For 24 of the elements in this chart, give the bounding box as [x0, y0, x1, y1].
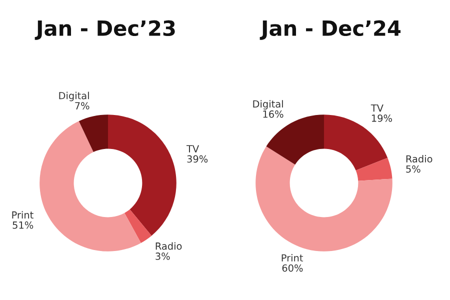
data-label: 51% — [12, 221, 34, 229]
slice-label: TV — [370, 104, 384, 112]
data-label: 5% — [406, 165, 420, 173]
data-label: 3% — [156, 252, 170, 260]
slice-label: Digital — [59, 92, 89, 102]
slice-label: Print — [12, 211, 34, 218]
data-label: 39% — [187, 155, 208, 163]
data-label: 7% — [75, 102, 90, 110]
donut-slice — [78, 114, 108, 152]
slice-label: Print — [282, 254, 304, 262]
slice-label: TV — [186, 145, 200, 152]
data-label: 19% — [372, 114, 392, 122]
donut-slice — [108, 114, 176, 236]
data-label: 16% — [263, 110, 284, 118]
slice-label: Digital — [253, 100, 283, 110]
slice-label: Radio — [406, 155, 432, 163]
data-label: 60% — [282, 264, 303, 272]
slice-label: Radio — [156, 242, 182, 250]
donut-slice — [124, 209, 152, 243]
donut-slice — [256, 146, 392, 252]
chart-title: Jan - Dec’23 — [34, 20, 175, 40]
chart-title: Jan - Dec’24 — [260, 20, 401, 40]
donut-slice — [356, 158, 392, 181]
donut-slice — [40, 121, 141, 252]
